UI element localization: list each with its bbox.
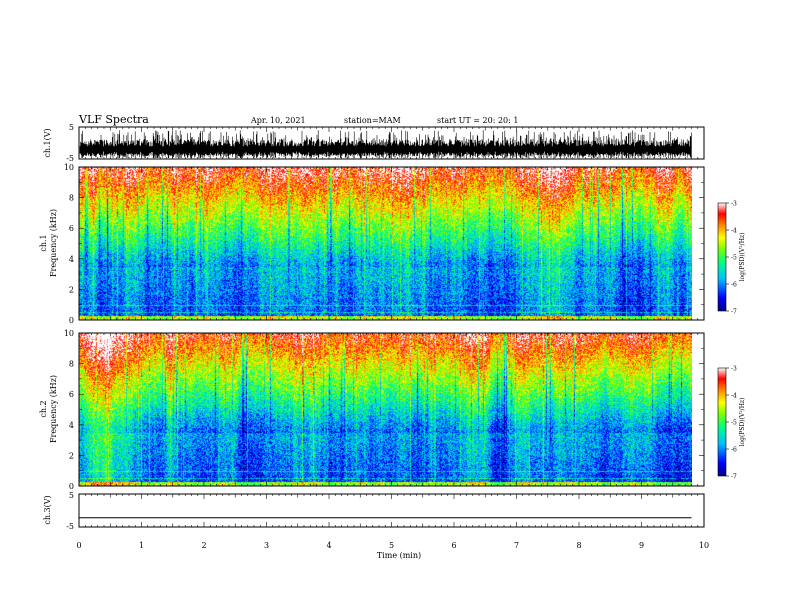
- ch1-waveform-trace: [79, 130, 692, 158]
- freq-tick-label: 6: [69, 224, 74, 233]
- ch2-spectrogram-panel: 0 2 4 6 8 10 ch.2 Frequency (kHz): [39, 329, 705, 491]
- x-tick-label: 3: [264, 541, 269, 550]
- freq-tick-label: 2: [69, 285, 74, 294]
- x-tick-label: 6: [451, 541, 456, 550]
- x-tick-label: 1: [139, 541, 144, 550]
- x-tick-label: 0: [76, 541, 81, 550]
- ch1-spectrogram-panel: 0 2 4 6 8 10 ch.1 Frequency (kHz): [39, 163, 705, 325]
- time-tick-labels: 0 1 2 3 4 5 6 7 8 9 10: [76, 541, 709, 550]
- freq-tick-label: 4: [69, 255, 74, 264]
- ch1-spectrogram-image: [79, 167, 692, 320]
- ch1-waveform-path: [79, 130, 692, 158]
- freq-tick-label: 10: [64, 329, 74, 338]
- ch1-waveform-ylabel: ch.1(V): [43, 128, 52, 157]
- ch1-freq-axis-label: Frequency (kHz): [49, 209, 58, 277]
- colorbar-tick-label: -4: [731, 228, 737, 235]
- colorbar-ch2-ticks: -3 -4 -5 -6 -7: [726, 366, 737, 481]
- freq-tick-label: 8: [69, 194, 74, 203]
- freq-tick-label: 8: [69, 360, 74, 369]
- x-tick-label: 7: [514, 541, 519, 550]
- date-label: Apr. 10, 2021: [250, 116, 306, 125]
- ch2-channel-label: ch.2: [39, 400, 48, 417]
- colorbar-tick-label: -7: [731, 309, 737, 316]
- ch1-ytick-top: 5: [69, 123, 74, 132]
- colorbar-tick-label: -3: [731, 201, 737, 208]
- colorbar-ch2-gradient: [718, 368, 726, 476]
- x-tick-label: 8: [576, 541, 581, 550]
- colorbar-tick-label: -6: [731, 447, 737, 454]
- start-time-label: start UT = 20: 20: 1: [437, 116, 518, 125]
- colorbar-tick-label: -3: [731, 366, 737, 373]
- x-tick-label: 2: [201, 541, 206, 550]
- colorbar-ch2: -3 -4 -5 -6 -7 log(PSD)(V²/Hz): [717, 366, 746, 481]
- ch2-spectrogram-image: [79, 333, 692, 486]
- colorbar-tick-label: -5: [731, 255, 737, 262]
- ch1-waveform-panel: 5 -5 ch.1(V): [43, 123, 705, 163]
- ch1-channel-label: ch.1: [39, 234, 48, 251]
- x-tick-label: 4: [326, 541, 331, 550]
- colorbar-tick-label: -5: [731, 420, 737, 427]
- freq-tick-label: 0: [69, 316, 74, 325]
- x-tick-label: 5: [389, 541, 394, 550]
- freq-tick-label: 0: [69, 482, 74, 491]
- colorbar-ch1-gradient: [718, 203, 726, 311]
- station-label: station=MAM: [344, 116, 401, 125]
- freq-tick-label: 6: [69, 390, 74, 399]
- x-tick-label: 10: [699, 541, 709, 550]
- freq-tick-label: 4: [69, 421, 74, 430]
- colorbar-tick-label: -7: [731, 474, 737, 481]
- ch3-ytick-top: 5: [69, 491, 74, 500]
- ch2-freq-axis-label: Frequency (kHz): [49, 375, 58, 443]
- x-tick-label: 9: [639, 541, 644, 550]
- ch1-ytick-bottom: -5: [66, 154, 74, 163]
- ch3-waveform-panel: 5 -5 ch.3(V): [43, 491, 705, 531]
- figure-title: VLF Spectra: [78, 113, 149, 126]
- colorbar-tick-label: -4: [731, 393, 737, 400]
- colorbar-ch2-label: log(PSD)(V²/Hz): [739, 398, 746, 447]
- ch3-waveform-ylabel: ch.3(V): [43, 495, 52, 524]
- colorbar-ch1: -3 -4 -5 -6 -7 log(PSD)(V²/Hz): [717, 201, 746, 316]
- freq-tick-label: 10: [64, 163, 74, 172]
- ch2-freq-ticks: 0 2 4 6 8 10: [64, 329, 704, 491]
- colorbar-ch1-ticks: -3 -4 -5 -6 -7: [726, 201, 737, 316]
- ch3-ytick-bottom: -5: [66, 522, 74, 531]
- colorbar-tick-label: -6: [731, 282, 737, 289]
- freq-tick-label: 2: [69, 451, 74, 460]
- colorbar-ch1-label: log(PSD)(V²/Hz): [739, 233, 746, 282]
- x-axis-label: Time (min): [377, 551, 421, 560]
- ch1-freq-ticks: 0 2 4 6 8 10: [64, 163, 704, 325]
- time-ticks: [78, 127, 705, 527]
